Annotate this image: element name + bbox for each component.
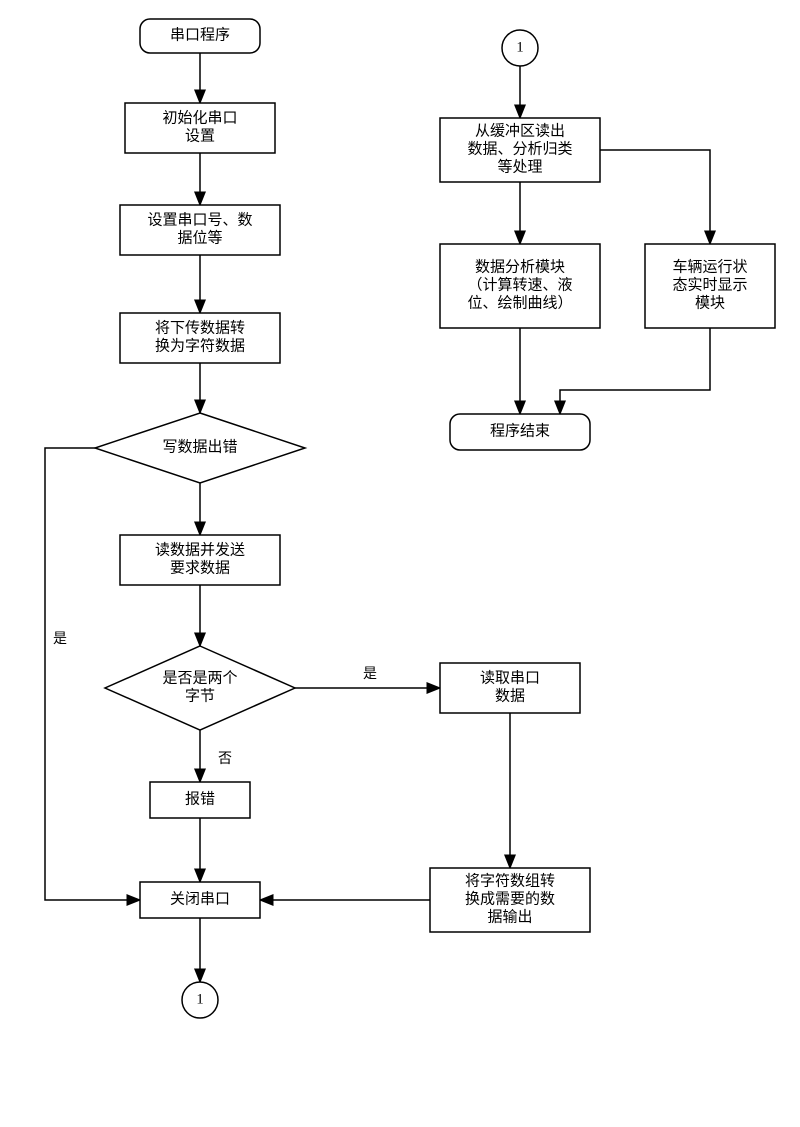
n_close: 关闭串口 <box>140 882 260 918</box>
n_buffer-label-1: 数据、分析归类 <box>467 140 572 157</box>
n_buffer-label-0: 从缓冲区读出 <box>475 122 565 139</box>
edge-label-n_twobytes-n_readport: 是 <box>363 667 377 682</box>
n_conn1b: 1 <box>502 30 538 66</box>
n_convdown-label-0: 将下传数据转 <box>155 319 245 336</box>
n_writeerr: 写数据出错 <box>95 413 305 483</box>
n_convarr: 将字符数组转换成需要的数据输出 <box>430 868 590 932</box>
n_setport-label-0: 设置串口号、数 <box>147 211 252 228</box>
n_init-label-0: 初始化串口 <box>162 109 237 126</box>
edge-label-n_writeerr-n_close: 是 <box>53 632 67 647</box>
n_error: 报错 <box>150 782 250 818</box>
n_analysis-label-1: （计算转速、液 <box>467 275 572 293</box>
n_start-label-0: 串口程序 <box>170 26 230 43</box>
edge-n_writeerr-n_close <box>45 448 140 900</box>
n_buffer-label-2: 等处理 <box>497 157 542 175</box>
n_conn1b-label-0: 1 <box>516 39 524 55</box>
n_readport-label-1: 数据 <box>495 687 525 704</box>
n_setport: 设置串口号、数据位等 <box>120 205 280 255</box>
n_vehicle-label-0: 车辆运行状 <box>672 258 747 275</box>
n_twobytes: 是否是两个字节 <box>105 646 295 730</box>
n_error-label-0: 报错 <box>185 790 215 807</box>
n_analysis-label-0: 数据分析模块 <box>475 258 565 275</box>
edge-n_vehicle-n_end <box>560 328 710 414</box>
n_close-label-0: 关闭串口 <box>170 890 230 907</box>
n_writeerr-label-0: 写数据出错 <box>162 438 237 455</box>
n_readsend-label-0: 读数据并发送 <box>155 541 245 558</box>
flowchart-canvas: 否是是串口程序初始化串口设置设置串口号、数据位等将下传数据转换为字符数据写数据出… <box>0 0 800 1127</box>
n_buffer: 从缓冲区读出数据、分析归类等处理 <box>440 118 600 182</box>
n_init-label-1: 设置 <box>185 127 215 144</box>
n_convdown: 将下传数据转换为字符数据 <box>120 313 280 363</box>
n_vehicle-label-2: 模块 <box>695 294 725 311</box>
n_readsend: 读数据并发送要求数据 <box>120 535 280 585</box>
n_conn1a: 1 <box>182 982 218 1018</box>
n_conn1a-label-0: 1 <box>196 991 204 1007</box>
n_setport-label-1: 据位等 <box>177 228 222 246</box>
n_init: 初始化串口设置 <box>125 103 275 153</box>
n_convarr-label-2: 据输出 <box>487 908 532 925</box>
edge-label-n_twobytes-n_error: 否 <box>218 752 232 767</box>
n_analysis: 数据分析模块（计算转速、液位、绘制曲线） <box>440 244 600 328</box>
edge-n_buffer-n_vehicle <box>600 150 710 244</box>
n_end: 程序结束 <box>450 414 590 450</box>
n_readsend-label-1: 要求数据 <box>170 559 230 576</box>
n_vehicle-label-1: 态实时显示 <box>672 276 747 293</box>
n_twobytes-label-0: 是否是两个 <box>162 669 237 686</box>
n_start: 串口程序 <box>140 19 260 53</box>
n_analysis-label-2: 位、绘制曲线） <box>467 294 572 311</box>
n_convdown-label-1: 换为字符数据 <box>155 337 245 354</box>
n_twobytes-label-1: 字节 <box>185 687 215 704</box>
n_readport: 读取串口数据 <box>440 663 580 713</box>
n_vehicle: 车辆运行状态实时显示模块 <box>645 244 775 328</box>
n_end-label-0: 程序结束 <box>490 422 550 439</box>
n_convarr-label-0: 将字符数组转 <box>465 872 555 889</box>
n_convarr-label-1: 换成需要的数 <box>465 890 555 907</box>
n_readport-label-0: 读取串口 <box>480 669 540 686</box>
